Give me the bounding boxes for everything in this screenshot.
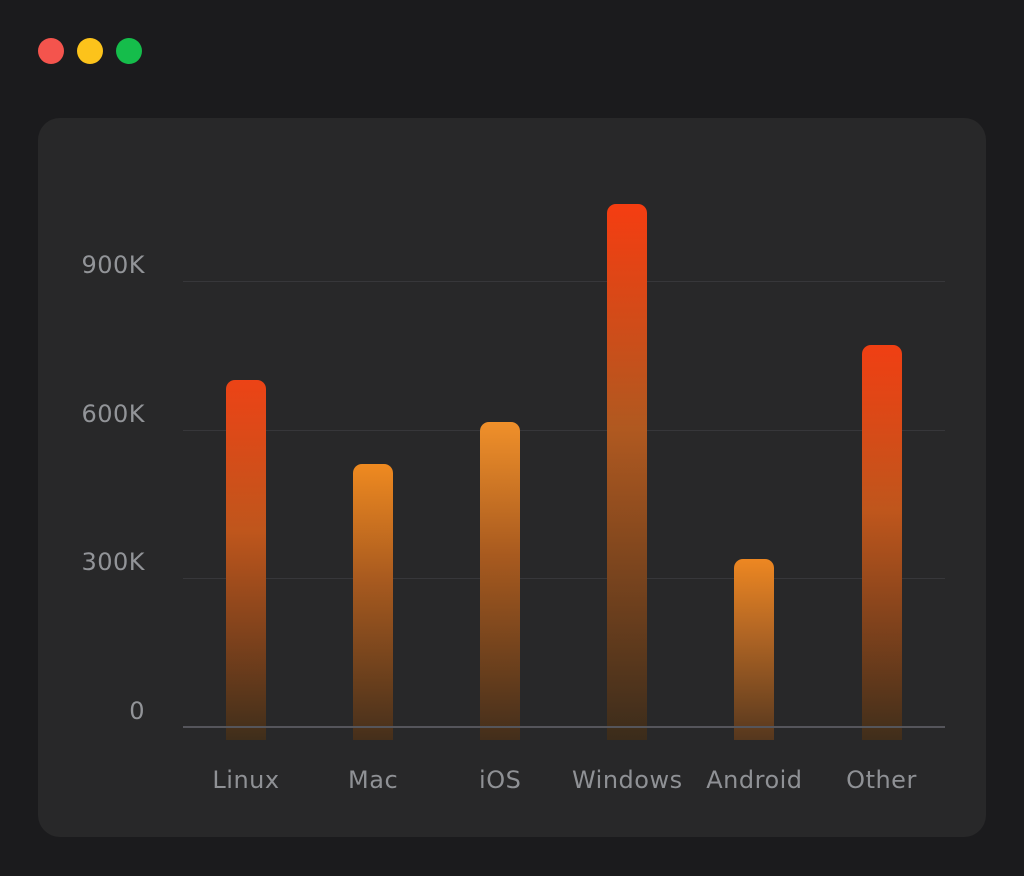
x-axis-line — [183, 726, 945, 728]
zoom-button[interactable] — [116, 38, 142, 64]
x-category-label-android: Android — [706, 766, 803, 794]
gridline-900k — [183, 281, 945, 282]
y-tick-label-600k: 600K — [81, 399, 145, 428]
bar-ios[interactable] — [480, 422, 521, 740]
plot-area — [183, 201, 945, 740]
y-tick-label-900k: 900K — [81, 251, 145, 279]
y-tick-label-0: 0 — [129, 697, 145, 725]
bar-windows[interactable] — [607, 204, 648, 740]
x-category-label-windows: Windows — [571, 766, 683, 794]
x-category-label-ios: iOS — [479, 766, 522, 794]
bar-linux[interactable] — [226, 380, 266, 740]
y-tick-label-300k: 300K — [81, 548, 145, 577]
x-category-label-other: Other — [846, 766, 917, 794]
bar-other[interactable] — [861, 345, 902, 740]
chart-panel: 0 300K 600K 900K Linux Mac iOS Windows Android O… — [38, 118, 986, 837]
window-controls — [38, 38, 142, 64]
bar-android[interactable] — [734, 558, 775, 740]
gridline-600k — [183, 429, 945, 431]
minimize-button[interactable] — [77, 38, 103, 64]
x-category-label-mac: Mac — [348, 766, 399, 794]
close-button[interactable] — [38, 38, 64, 64]
gridline-300k — [183, 578, 945, 580]
x-category-label-linux: Linux — [212, 766, 280, 794]
bar-mac[interactable] — [353, 464, 394, 740]
